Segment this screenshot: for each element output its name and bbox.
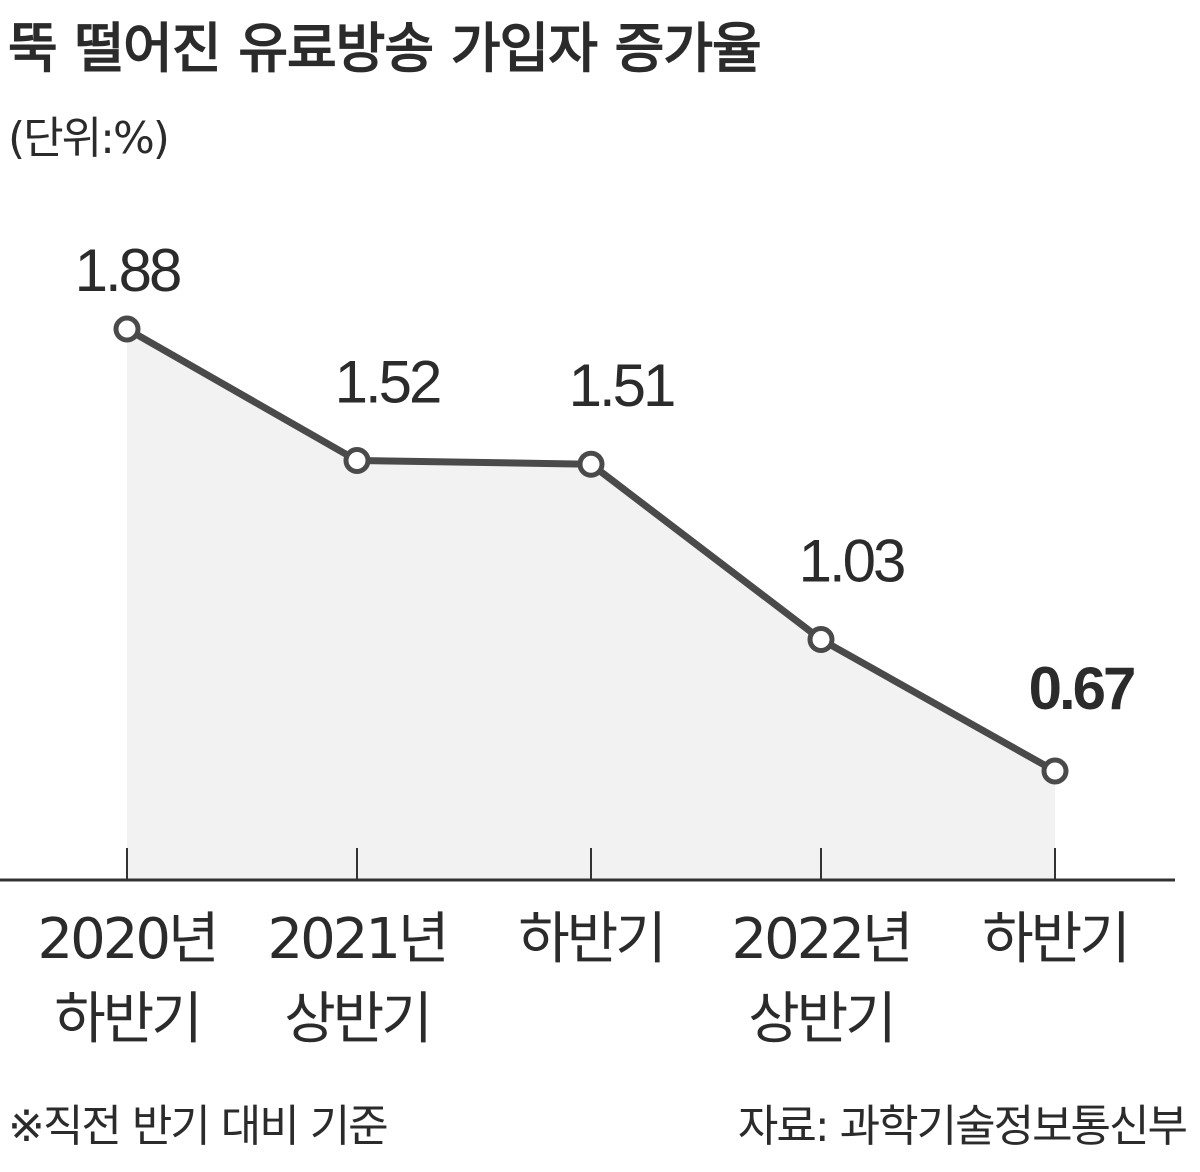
data-point-0 xyxy=(113,315,141,343)
data-label-2: 1.51 xyxy=(569,352,674,419)
x-axis-ticks xyxy=(126,848,1056,880)
data-label-4: 0.67 xyxy=(1029,655,1134,722)
x-tick-label-0-1: 하반기 xyxy=(54,987,200,1052)
x-tick-label-1-1: 상반기 xyxy=(284,987,430,1052)
data-point-3 xyxy=(807,626,835,653)
data-point-2 xyxy=(577,450,605,478)
x-tick-label-3-1: 상반기 xyxy=(748,987,894,1052)
x-tick-label-2-0: 하반기 xyxy=(518,907,664,972)
data-point-1 xyxy=(343,447,371,474)
x-tick-label-1-0: 2021년 xyxy=(267,907,446,972)
footnote: ※직전 반기 대비 기준 xyxy=(8,1101,389,1152)
unit-label: (단위:%) xyxy=(8,113,170,164)
source-note: 자료: 과학기술정보통신부 xyxy=(737,1101,1188,1152)
data-label-1: 1.52 xyxy=(335,349,440,416)
chart-title: 뚝 떨어진 유료방송 가입자 증가율 xyxy=(8,17,762,80)
data-label-3: 1.03 xyxy=(799,528,904,595)
data-points xyxy=(113,315,1069,785)
x-tick-label-0-0: 2020년 xyxy=(37,907,216,972)
x-tick-label-4-0: 하반기 xyxy=(982,907,1128,972)
data-labels: 1.88 1.52 1.51 1.03 0.67 xyxy=(75,237,1137,722)
data-label-0: 1.88 xyxy=(75,237,180,304)
x-tick-label-3-0: 2022년 xyxy=(731,907,910,972)
data-point-4 xyxy=(1041,757,1069,785)
